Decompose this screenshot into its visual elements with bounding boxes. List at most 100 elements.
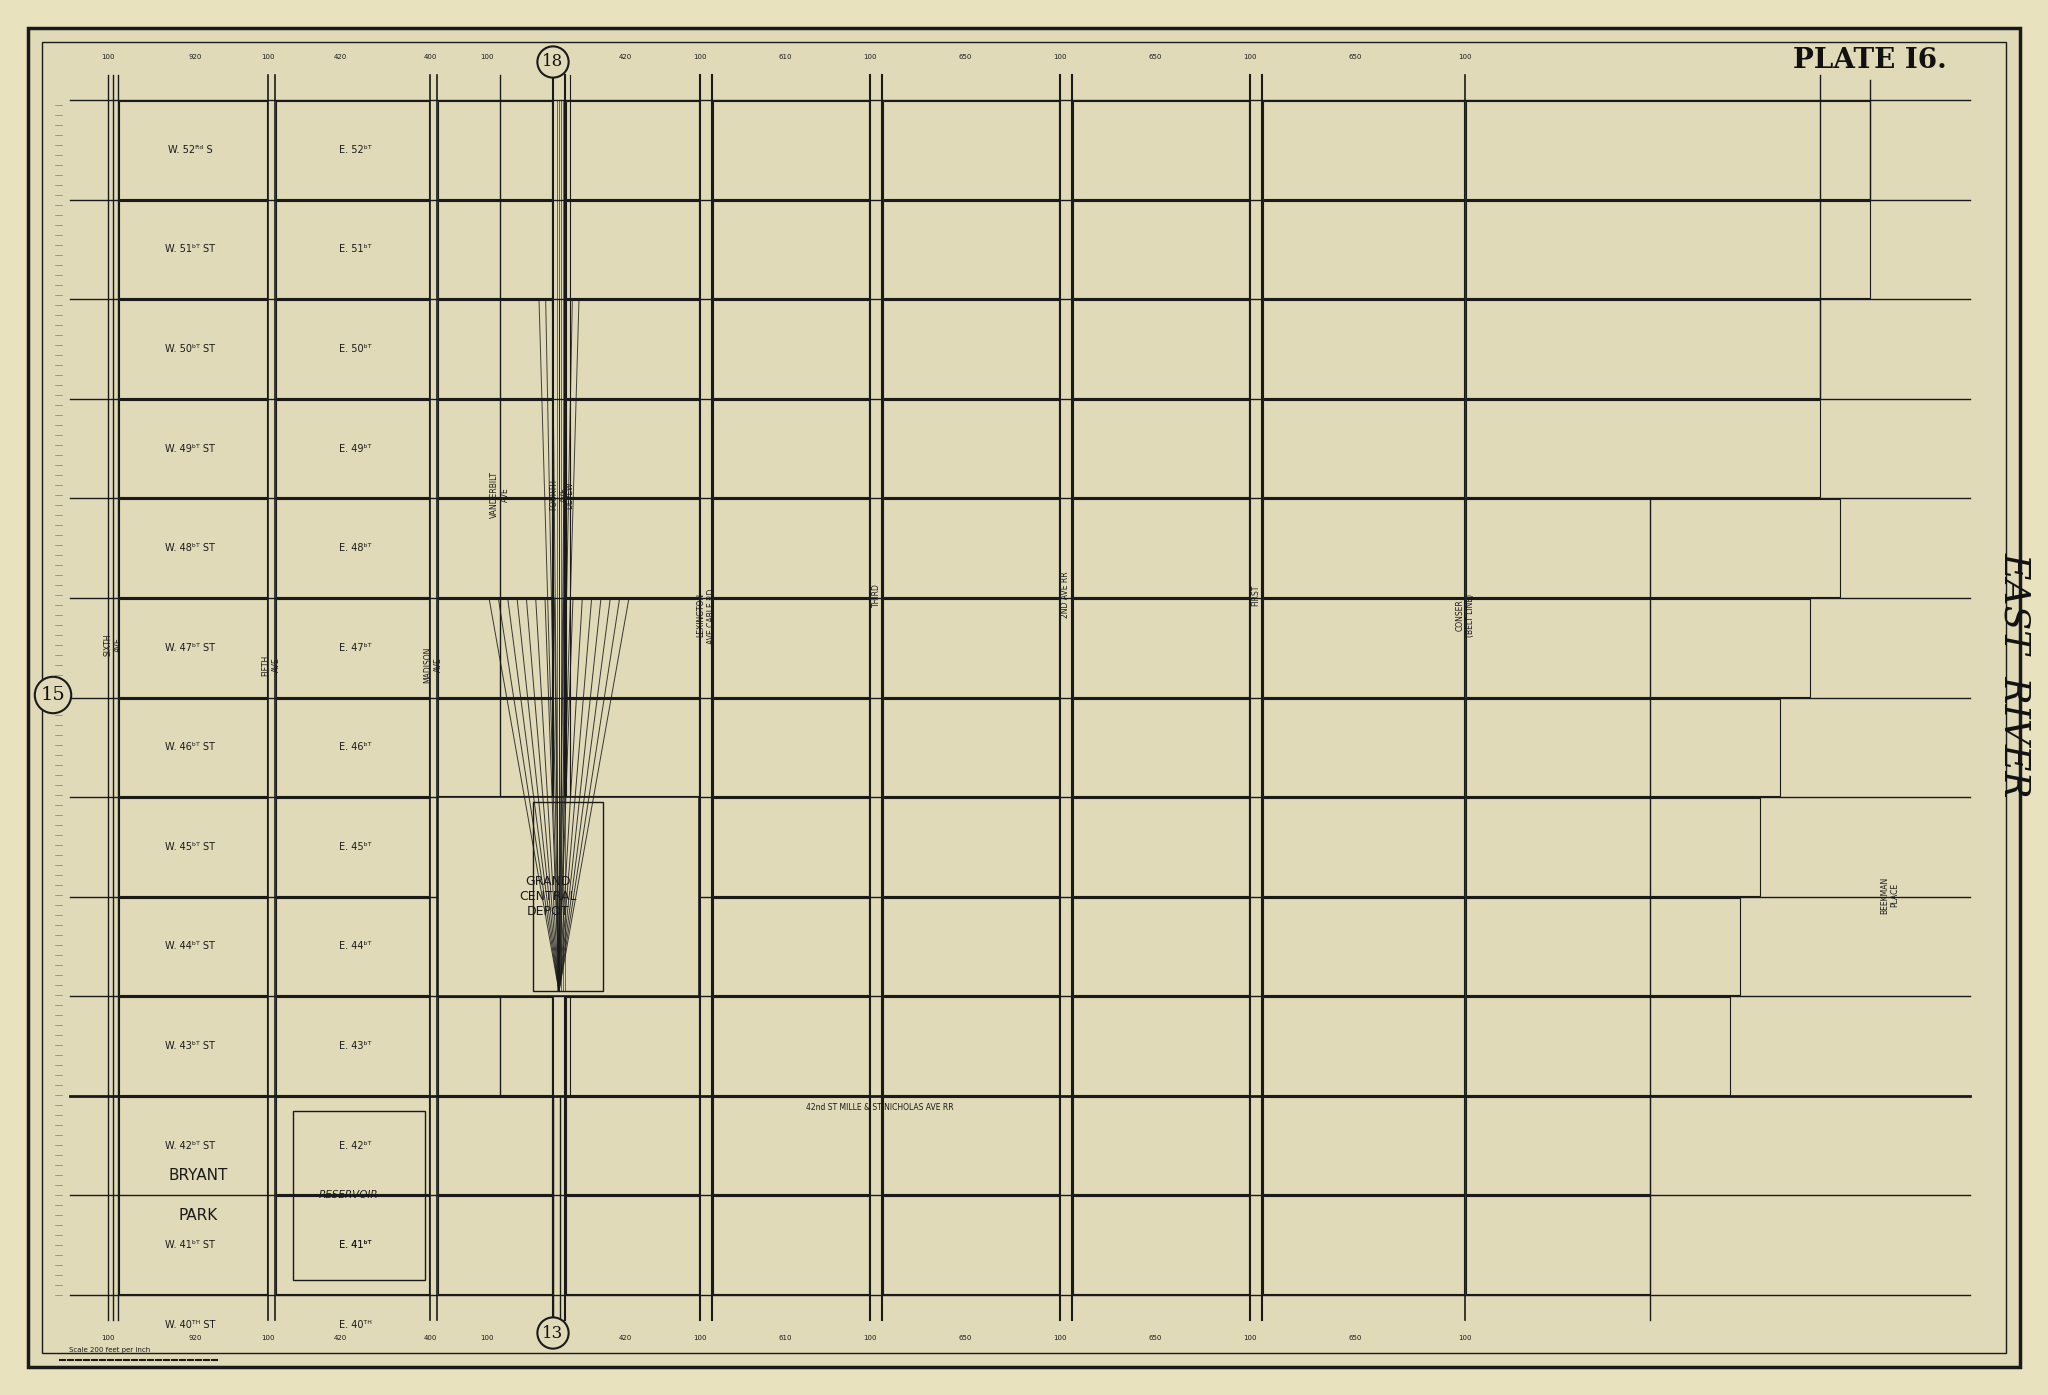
Text: W. 52ᴿᵈ S: W. 52ᴿᵈ S xyxy=(168,145,213,155)
Text: 650: 650 xyxy=(1149,1335,1161,1341)
Bar xyxy=(1073,300,1249,398)
Text: E. 42ᵇᵀ: E. 42ᵇᵀ xyxy=(338,1141,371,1151)
Bar xyxy=(565,997,698,1095)
Text: W. 43ᵇᵀ ST: W. 43ᵇᵀ ST xyxy=(166,1041,215,1050)
Bar xyxy=(713,1197,868,1295)
Text: 420: 420 xyxy=(334,54,346,60)
Bar xyxy=(1073,201,1249,299)
Bar xyxy=(713,699,868,797)
Text: 650: 650 xyxy=(1348,54,1362,60)
Text: 420: 420 xyxy=(334,1335,346,1341)
Bar xyxy=(565,699,698,797)
Bar xyxy=(276,201,428,299)
Text: LEXINGTON
AVE CABLE RD.: LEXINGTON AVE CABLE RD. xyxy=(696,586,715,644)
Bar xyxy=(883,897,1059,995)
Text: 100: 100 xyxy=(100,54,115,60)
Bar xyxy=(276,1096,428,1194)
Bar xyxy=(276,100,428,198)
Bar xyxy=(713,1096,868,1194)
Bar xyxy=(1264,997,1464,1095)
Text: E. 49ᵇᵀ: E. 49ᵇᵀ xyxy=(338,444,371,453)
Text: 920: 920 xyxy=(188,1335,201,1341)
Text: MADISON
AVE: MADISON AVE xyxy=(424,647,442,684)
Text: W. 51ᵇᵀ ST: W. 51ᵇᵀ ST xyxy=(166,244,215,254)
Bar xyxy=(713,897,868,995)
Bar xyxy=(119,100,266,198)
Text: 42nd ST MILLE & ST NICHOLAS AVE RR: 42nd ST MILLE & ST NICHOLAS AVE RR xyxy=(807,1103,954,1112)
Bar xyxy=(1264,300,1464,398)
Bar xyxy=(565,1096,698,1194)
Text: W. 42ᵇᵀ ST: W. 42ᵇᵀ ST xyxy=(166,1141,215,1151)
Bar xyxy=(438,201,553,299)
Bar xyxy=(1466,201,1870,299)
Text: 100: 100 xyxy=(1458,54,1473,60)
Bar xyxy=(119,1197,266,1295)
Text: W. 40ᵀᴴ ST: W. 40ᵀᴴ ST xyxy=(164,1320,215,1329)
Bar xyxy=(883,1197,1059,1295)
Text: 610: 610 xyxy=(778,54,793,60)
Bar xyxy=(713,499,868,597)
Bar xyxy=(1466,798,1759,896)
Text: 100: 100 xyxy=(864,1335,877,1341)
Bar xyxy=(119,897,266,995)
Bar xyxy=(1073,400,1249,498)
Text: BRYANT: BRYANT xyxy=(168,1168,227,1183)
Text: DEPEW: DEPEW xyxy=(565,481,575,509)
Text: E. 43ᵇᵀ: E. 43ᵇᵀ xyxy=(338,1041,371,1050)
Bar xyxy=(1264,897,1464,995)
Bar xyxy=(1264,499,1464,597)
Text: FIFTH
AVE: FIFTH AVE xyxy=(262,654,281,675)
Text: W. 41ᵇᵀ ST: W. 41ᵇᵀ ST xyxy=(166,1240,215,1250)
Text: EAST  RIVER: EAST RIVER xyxy=(1999,552,2032,798)
Text: E. 50ᵇᵀ: E. 50ᵇᵀ xyxy=(338,345,371,354)
Text: FOURTH
AVE: FOURTH AVE xyxy=(549,480,569,511)
Text: 100: 100 xyxy=(1458,1335,1473,1341)
Text: FIRST: FIRST xyxy=(1251,585,1260,605)
Text: E. 52ᵇᵀ: E. 52ᵇᵀ xyxy=(338,145,371,155)
Bar xyxy=(276,699,428,797)
Text: W. 47ᵇᵀ ST: W. 47ᵇᵀ ST xyxy=(166,643,215,653)
Bar xyxy=(1073,997,1249,1095)
Bar xyxy=(1264,1096,1464,1194)
Bar xyxy=(276,1096,428,1194)
Text: 100: 100 xyxy=(694,1335,707,1341)
Bar xyxy=(1264,201,1464,299)
Bar xyxy=(438,1096,553,1194)
Text: 405: 405 xyxy=(547,1335,559,1341)
Bar xyxy=(883,201,1059,299)
Bar xyxy=(1264,1197,1464,1295)
Bar xyxy=(883,1197,1059,1295)
Bar xyxy=(119,598,266,696)
Bar xyxy=(1466,598,1810,696)
Bar xyxy=(1466,699,1780,797)
Text: 610: 610 xyxy=(778,1335,793,1341)
Text: 100: 100 xyxy=(479,1335,494,1341)
Text: PLATE I6.: PLATE I6. xyxy=(1794,46,1948,74)
Bar xyxy=(276,798,428,896)
Bar xyxy=(276,499,428,597)
Text: 2ND AVE RR: 2ND AVE RR xyxy=(1061,572,1071,618)
Text: BEEKMAN
PLACE: BEEKMAN PLACE xyxy=(1880,876,1901,914)
Bar xyxy=(883,499,1059,597)
Bar xyxy=(1073,699,1249,797)
Text: 650: 650 xyxy=(958,1335,971,1341)
Text: 100: 100 xyxy=(1053,1335,1067,1341)
Text: PARK: PARK xyxy=(178,1208,217,1223)
Bar xyxy=(276,997,428,1095)
Text: SIXTH
AVE: SIXTH AVE xyxy=(102,633,123,656)
Bar xyxy=(276,400,428,498)
Bar xyxy=(438,300,553,398)
Bar xyxy=(1073,798,1249,896)
Text: 100: 100 xyxy=(864,54,877,60)
Text: W. 44ᵇᵀ ST: W. 44ᵇᵀ ST xyxy=(166,942,215,951)
Text: E. 46ᵇᵀ: E. 46ᵇᵀ xyxy=(338,742,371,752)
Bar xyxy=(119,499,266,597)
Bar xyxy=(1466,400,1821,498)
Bar xyxy=(276,598,428,696)
Text: E. 45ᵇᵀ: E. 45ᵇᵀ xyxy=(338,841,371,852)
Bar xyxy=(1466,1197,1651,1295)
Bar xyxy=(276,1197,428,1295)
Text: 100: 100 xyxy=(1243,1335,1257,1341)
Text: 100: 100 xyxy=(694,54,707,60)
Text: THIRD: THIRD xyxy=(872,583,881,607)
